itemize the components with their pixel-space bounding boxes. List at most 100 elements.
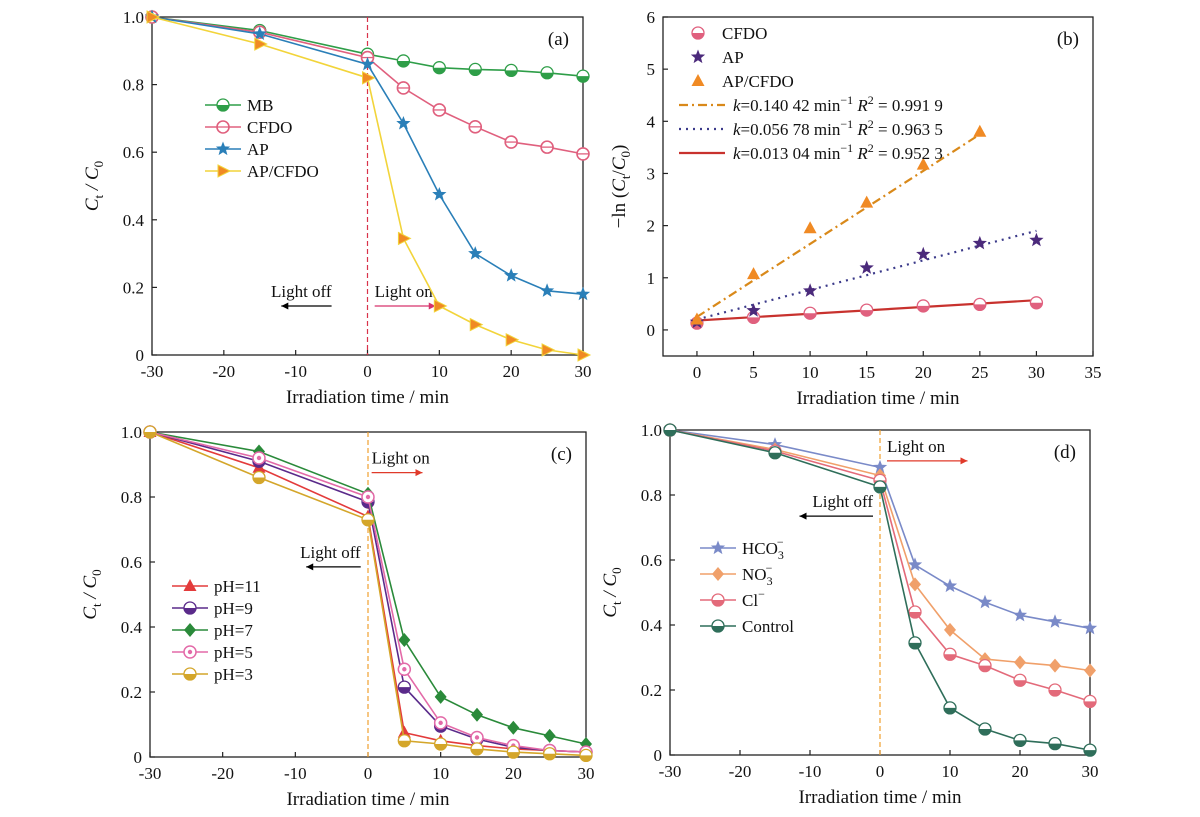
y-tick-label: 0.6 <box>641 551 662 570</box>
x-tick-label: 0 <box>364 764 373 783</box>
annotation-1: Light off <box>799 492 873 520</box>
panel-label: (a) <box>548 29 569 50</box>
legend-name: pH=7 <box>214 621 253 640</box>
legend-marker-fill <box>692 33 704 39</box>
legend-label: MB <box>247 96 273 115</box>
legend-label: pH=9 <box>214 599 253 618</box>
legend-name: Cl <box>742 591 758 610</box>
legend-sub: 3 <box>767 574 773 588</box>
y-tick-label: 1.0 <box>641 421 662 440</box>
annotation-arrowhead <box>415 469 423 477</box>
data-point-fill <box>973 304 986 311</box>
data-point <box>803 221 817 234</box>
fit-r-sup: 2 <box>868 93 874 107</box>
x-tick-label: 0 <box>363 362 372 381</box>
legend-label: AP/CFDO <box>722 72 794 91</box>
x-tick-label: 0 <box>876 762 885 781</box>
series-2 <box>690 124 987 325</box>
data-point <box>468 246 483 260</box>
series-0 <box>690 296 1044 330</box>
data-point <box>972 235 987 250</box>
y-axis-label-part-3: / <box>609 169 630 175</box>
legend-marker <box>710 540 726 555</box>
x-tick-label: 5 <box>749 363 758 382</box>
x-tick-label: 0 <box>693 363 702 382</box>
data-point <box>909 577 921 592</box>
y-axis-label-part-2: / C <box>600 574 621 602</box>
legend-name: pH=9 <box>214 599 253 618</box>
y-axis-label: Ct / C0 <box>80 569 104 619</box>
annotation-arrowhead <box>960 457 968 465</box>
y-tick-label: 1.0 <box>121 423 142 442</box>
y-axis-label-part-1: t <box>91 194 106 198</box>
legend: HCO3−NO3−Cl−Control <box>700 535 794 636</box>
fit-val: =0.056 78 min <box>741 120 841 139</box>
x-axis-label: Irradiation time / min <box>798 787 962 808</box>
x-tick-label: -10 <box>284 362 307 381</box>
data-point <box>146 10 161 24</box>
y-axis-label-part-4: C <box>609 157 630 170</box>
data-point <box>872 459 888 474</box>
x-tick-label: 10 <box>942 762 959 781</box>
y-axis-label-part-0: −ln ( <box>609 192 630 229</box>
legend-marker-fill <box>712 600 724 606</box>
data-point-dot <box>402 667 407 672</box>
legend-label: CFDO <box>722 24 767 43</box>
data-point <box>397 231 412 246</box>
data-point <box>543 728 556 743</box>
legend-marker-fill <box>184 608 196 614</box>
data-point <box>1084 663 1096 678</box>
x-tick-label: 15 <box>858 363 875 382</box>
annotation-0: Light on <box>887 437 968 465</box>
y-axis-label-part-1: t <box>89 603 104 607</box>
data-point <box>504 268 519 282</box>
legend-label: AP <box>247 140 269 159</box>
series-3 <box>146 10 592 362</box>
series-4 <box>143 425 593 763</box>
legend-marker <box>690 49 706 64</box>
fit-r2: = 0.991 9 <box>874 96 943 115</box>
legend-name: AP <box>247 140 269 159</box>
panel-2: -30 -20 -10 0 10 20 30 0 0.2 0.4 0.6 0.8 1.0 Irradiat… <box>80 423 595 810</box>
legend-label: pH=11 <box>214 577 261 596</box>
data-point <box>1012 607 1028 622</box>
data-point-fill <box>1049 743 1061 750</box>
y-tick-label: 0.4 <box>121 618 143 637</box>
data-point <box>747 267 761 280</box>
y-axis-label-part-2: t <box>618 175 633 179</box>
annotation-text: Light on <box>887 437 946 456</box>
annotation-arrowhead <box>281 302 289 310</box>
data-point-fill <box>144 432 156 438</box>
annotation-text: Light off <box>271 282 332 301</box>
legend-name: AP/CFDO <box>247 162 319 181</box>
y-tick-label: 0.6 <box>121 553 142 572</box>
data-point-fill <box>434 744 447 750</box>
data-point <box>973 124 987 137</box>
legend-label: AP/CFDO <box>247 162 319 181</box>
x-tick-label: -20 <box>211 764 234 783</box>
legend-fit-label: k=0.140 42 min−1 R2 = 0.991 9 <box>733 93 943 115</box>
data-point-fill <box>1014 740 1026 747</box>
annotation-text: Light on <box>372 449 431 468</box>
data-point <box>360 56 375 71</box>
panel-label: (b) <box>1057 29 1079 50</box>
fit-r-sup: 2 <box>868 141 874 155</box>
annotation-0: Light on <box>371 449 431 477</box>
fit-k: k <box>733 144 741 163</box>
legend-label: pH=5 <box>214 643 253 662</box>
data-point <box>575 286 591 301</box>
data-point-fill <box>1049 690 1061 696</box>
legend-label: pH=7 <box>214 621 253 640</box>
data-point <box>942 578 958 593</box>
y-tick-label: 1.0 <box>123 8 144 27</box>
x-tick-label: 30 <box>1028 363 1045 382</box>
legend-label: CFDO <box>247 118 292 137</box>
data-point-fill <box>398 740 411 747</box>
y-axis-label-part-6: ) <box>609 145 630 151</box>
y-axis-label: −ln (Ct/C0) <box>609 145 633 229</box>
legend-marker <box>183 579 197 591</box>
data-point <box>432 186 447 201</box>
legend-name: HCO <box>742 539 778 558</box>
fit-sup: −1 <box>840 141 853 155</box>
annotation-text: Light on <box>375 282 434 301</box>
